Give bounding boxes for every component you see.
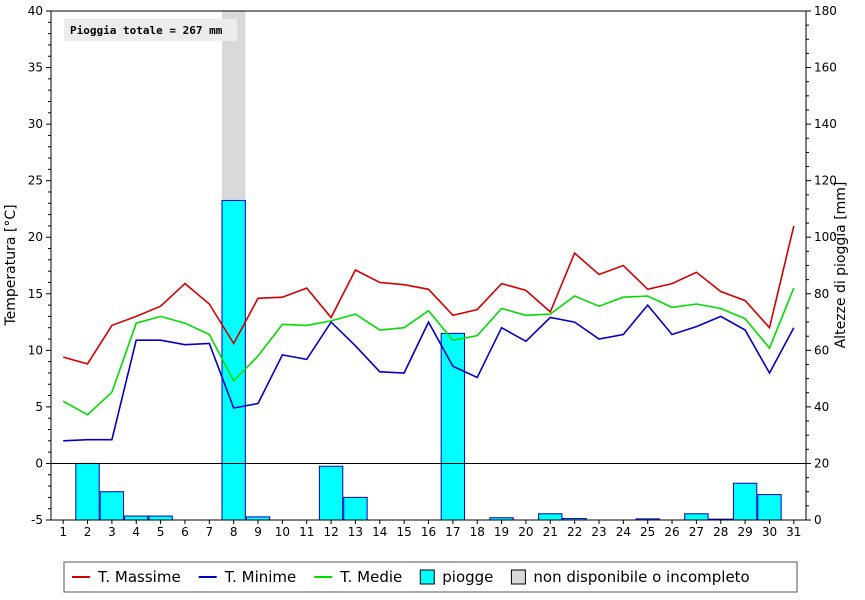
y-right-tick-label: 80 xyxy=(814,287,829,301)
rain-bar-day-3 xyxy=(99,491,125,521)
y-left-tick-label: 25 xyxy=(28,174,43,188)
x-tick-label: 27 xyxy=(689,525,704,539)
x-tick-label: 23 xyxy=(591,525,606,539)
x-tick-label: 22 xyxy=(567,525,582,539)
y-right-axis-title: Altezze di pioggia [mm] xyxy=(833,182,849,349)
rain-bar-day-30 xyxy=(757,494,782,521)
y-left-tick-label: 5 xyxy=(35,400,43,414)
series-line-t-medie xyxy=(62,287,795,416)
x-tick-label: 14 xyxy=(372,525,387,539)
x-tick-label: 25 xyxy=(640,525,655,539)
series-line-t-massime xyxy=(62,225,795,365)
rain-bar-day-27 xyxy=(684,513,709,521)
rain-bar-day-17 xyxy=(440,332,466,521)
y-left-tick-label: -5 xyxy=(31,513,43,527)
legend-label: piogge xyxy=(442,568,493,586)
series-line-t-minime xyxy=(63,303,795,442)
legend-label: T. Medie xyxy=(339,568,402,586)
x-tick-label: 13 xyxy=(348,525,363,539)
rain-bar-day-5 xyxy=(148,515,173,521)
y-right-tick-label: 120 xyxy=(814,174,837,188)
y-right-tick-label: 20 xyxy=(814,456,829,470)
x-tick-label: 31 xyxy=(786,525,801,539)
x-tick-label: 29 xyxy=(737,525,752,539)
x-tick-label: 18 xyxy=(470,525,485,539)
x-tick-label: 11 xyxy=(299,525,314,539)
x-tick-label: 16 xyxy=(421,525,436,539)
rain-bar-day-29 xyxy=(732,482,758,521)
x-tick-label: 12 xyxy=(323,525,338,539)
y-left-tick-label: 15 xyxy=(28,287,43,301)
x-tick-label: 20 xyxy=(518,525,533,539)
rain-total-annotation: Pioggia totale = 267 mm xyxy=(64,19,237,41)
x-tick-label: 5 xyxy=(157,525,165,539)
rain-total-text: Pioggia totale = 267 mm xyxy=(70,24,223,37)
y-right-tick-label: 160 xyxy=(814,61,837,75)
y-right-tick-label: 40 xyxy=(814,400,829,414)
y-right-tick-label: 60 xyxy=(814,343,829,357)
y-right-tick-label: 140 xyxy=(814,117,837,131)
x-tick-label: 28 xyxy=(713,525,728,539)
x-tick-label: 3 xyxy=(108,525,116,539)
y-left-axis-title: Temperatura [°C] xyxy=(3,204,19,326)
x-tick-label: 26 xyxy=(664,525,679,539)
x-tick-label: 8 xyxy=(230,525,238,539)
x-tick-label: 17 xyxy=(445,525,460,539)
x-tick-label: 9 xyxy=(254,525,262,539)
x-tick-label: 24 xyxy=(616,525,631,539)
y-left-tick-label: 35 xyxy=(28,61,43,75)
rain-bar-day-2 xyxy=(75,462,100,521)
x-tick-label: 1 xyxy=(59,525,67,539)
legend: T. Massime T. Minime T. Medie piogge non dis… xyxy=(63,561,798,593)
y-left-tick-label: 30 xyxy=(28,117,43,131)
legend-swatch xyxy=(510,569,526,585)
legend-label: non disponibile o incompleto xyxy=(533,568,749,586)
y-left-tick-label: 10 xyxy=(28,343,43,357)
rain-bar-day-21 xyxy=(538,513,563,521)
x-tick-label: 4 xyxy=(132,525,140,539)
legend-label: T. Massime xyxy=(97,568,181,586)
rain-bar-day-8 xyxy=(221,199,246,521)
y-left-tick-label: 0 xyxy=(35,456,43,470)
x-tick-label: 6 xyxy=(181,525,189,539)
y-left-tick-label: 40 xyxy=(28,4,43,18)
y-right-tick-label: 0 xyxy=(814,513,822,527)
legend-swatch xyxy=(419,569,435,585)
y-left-tick-label: 20 xyxy=(28,230,43,244)
rain-bar-day-4 xyxy=(124,515,149,521)
x-tick-label: 2 xyxy=(84,525,92,539)
x-tick-label: 10 xyxy=(275,525,290,539)
legend-label: T. Minime xyxy=(224,568,297,586)
rain-bar-day-13 xyxy=(343,496,368,521)
x-tick-label: 15 xyxy=(397,525,412,539)
x-tick-label: 19 xyxy=(494,525,509,539)
y-right-tick-label: 180 xyxy=(814,4,837,18)
y-right-tick-label: 100 xyxy=(814,230,837,244)
x-tick-label: 30 xyxy=(762,525,777,539)
x-tick-label: 7 xyxy=(205,525,213,539)
x-tick-label: 21 xyxy=(543,525,558,539)
rain-bar-day-12 xyxy=(318,465,344,521)
